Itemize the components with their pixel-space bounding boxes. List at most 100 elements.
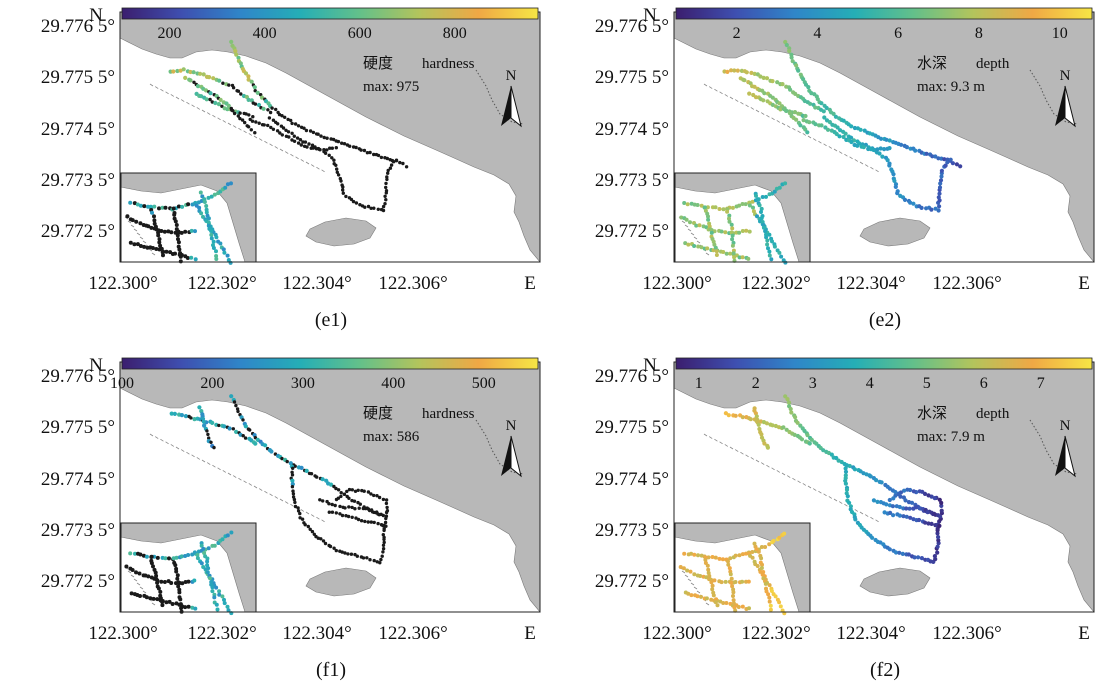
inset-track-point (708, 227, 713, 232)
track-point (754, 414, 759, 419)
colorbar-tick: 4 (866, 375, 874, 392)
y-tick-label: 29.773 5° (595, 520, 669, 541)
track-point (885, 158, 890, 163)
track-point (293, 464, 297, 468)
track-point (358, 502, 362, 506)
track-point (201, 419, 206, 424)
inset-track-point (724, 601, 729, 605)
track-point (904, 506, 909, 511)
track-point (229, 394, 234, 399)
inset-track-point (751, 205, 755, 210)
map-panel-f2: 1 2 3 4 5 6 7 水深 depth max: 7.9 m N 29.776 5° 29.775… (554, 350, 1107, 690)
track-point (935, 544, 940, 549)
inset-track-point (759, 556, 764, 561)
coastline-dots (475, 419, 525, 475)
svg-text:N: N (506, 68, 517, 84)
track-point (933, 154, 938, 159)
track-point (378, 561, 382, 565)
track-point (381, 513, 385, 518)
inset-track-point (180, 204, 185, 209)
inset-track-point (726, 559, 730, 564)
inset-track-point (206, 546, 211, 551)
inset-track-point (222, 601, 227, 606)
track-point (919, 556, 924, 561)
track-point (382, 540, 386, 545)
colorbar-tick: 400 (381, 375, 405, 392)
track-point (328, 482, 334, 487)
track-point (227, 83, 231, 87)
x-tick-label: 122.302° (187, 273, 256, 294)
track-point (808, 101, 813, 106)
track-point (336, 488, 341, 492)
inset-track-point (158, 589, 163, 594)
x-tick-label: 122.300° (642, 273, 711, 294)
track-point (325, 148, 329, 152)
track-point (293, 122, 298, 126)
track-point (906, 552, 911, 557)
track-point (302, 126, 306, 130)
inset-track-point (174, 569, 179, 574)
track-point (291, 489, 295, 493)
x-tick-label: 122.306° (932, 623, 1001, 644)
inset-track-point (199, 211, 204, 216)
track-point (290, 131, 294, 135)
inset-track-point (747, 606, 751, 611)
inset-track-point (222, 597, 226, 602)
track-point (354, 201, 359, 205)
track-point (253, 89, 257, 93)
inset-track-point (190, 605, 195, 610)
inset-track-point (736, 605, 741, 609)
track-point (775, 80, 780, 85)
track-point (346, 514, 351, 519)
track-point (328, 146, 332, 150)
track-point (339, 179, 343, 183)
inset-track-point (737, 203, 742, 208)
inset-track-point (720, 557, 725, 562)
track-point (291, 466, 295, 470)
track-point (368, 558, 372, 562)
track-point (878, 146, 883, 151)
land-area (119, 11, 541, 263)
inset-track-point (185, 256, 190, 260)
track-point (290, 121, 294, 126)
track-point (787, 48, 792, 54)
inset-track-point (777, 600, 782, 605)
track-point (843, 469, 849, 474)
inset-track-point (178, 259, 183, 264)
survey-track (168, 39, 409, 213)
inset-track-point (688, 569, 693, 574)
track-point (801, 118, 806, 123)
inset-track-point (699, 203, 704, 208)
inset-track-point (750, 555, 755, 560)
inset-track-point (767, 249, 772, 254)
track-point (334, 163, 338, 167)
inset-track-point (156, 586, 161, 591)
track-point (789, 55, 794, 60)
track-point (310, 143, 315, 147)
track-point (384, 189, 389, 193)
inset-track-point (783, 260, 788, 265)
track-point (841, 118, 846, 123)
colorbar-tick: 600 (348, 25, 372, 42)
colorbar-tick: 200 (158, 25, 182, 42)
inset-track-point (202, 200, 207, 204)
inset-track-point (740, 552, 745, 557)
track-point (298, 138, 303, 142)
track-point (803, 113, 808, 119)
track-point (280, 133, 284, 137)
colorbar-tick: 3 (809, 375, 817, 392)
x-tick-label: 122.300° (642, 623, 711, 644)
inset-track-point (212, 543, 217, 548)
track-point (936, 208, 941, 213)
track-point (234, 429, 239, 434)
inset-track-point (723, 579, 728, 584)
track-point (229, 39, 234, 45)
y-tick-label: 29.774 5° (41, 119, 115, 140)
inset-track-point (157, 240, 162, 245)
track-point (363, 519, 367, 524)
inset-track-point (717, 556, 722, 561)
track-point (758, 74, 763, 79)
inset-track-point (729, 580, 734, 585)
inset-track-point (767, 542, 772, 547)
